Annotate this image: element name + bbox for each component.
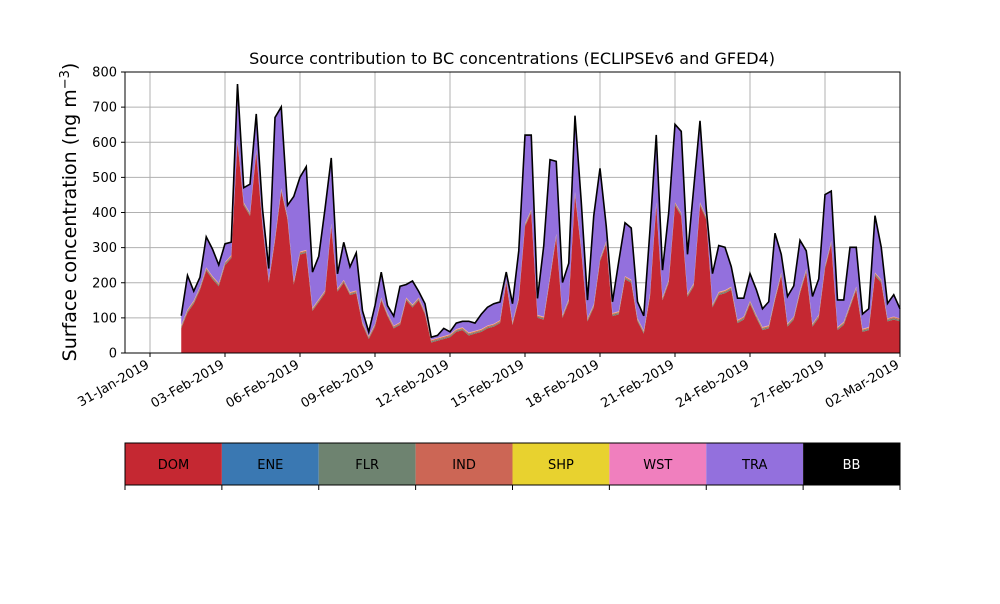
y-tick-label: 800 [92,66,117,81]
x-tick-label: 02-Mar-2019 [823,357,902,411]
y-axis-label-text: Surface concentration (ng m [59,89,81,361]
y-tick-label: 300 [92,241,117,256]
chart-title: Source contribution to BC concentrations… [249,49,775,68]
total-line [180,83,901,339]
legend-label-shp: SHP [548,458,574,473]
x-tick-label: 09-Feb-2019 [298,357,377,411]
x-tick-label: 06-Feb-2019 [223,357,302,411]
y-tick-label: 400 [92,206,117,221]
legend-swatch-dom [125,443,222,485]
x-tick-label: 21-Feb-2019 [598,357,677,411]
y-tick-label: 0 [109,347,117,362]
legend-swatch-bb [803,443,900,485]
area-series-tra [181,84,900,340]
y-tick-label: 100 [92,311,117,326]
y-axis-label-close: ) [59,63,81,70]
x-tick-label: 12-Feb-2019 [373,357,452,411]
legend-swatch-shp [512,443,610,485]
legend-swatch-flr [318,443,416,485]
legend-label-tra: TRA [741,458,767,473]
legend-label-ene: ENE [257,458,283,473]
y-tick-label: 700 [92,101,117,116]
y-tick-label: 200 [92,276,117,291]
legend-swatch-ene [221,443,319,485]
legend-label-ind: IND [452,458,476,473]
x-tick-label: 18-Feb-2019 [523,357,602,411]
x-tick-label: 31-Jan-2019 [75,357,152,410]
legend-swatch-wst [609,443,707,485]
y-axis-label: Surface concentration (ng m−3) [58,63,82,362]
y-axis-label-superscript: −3 [58,70,73,89]
area-series-dom [181,142,900,353]
legend-swatch-ind [415,443,513,485]
x-tick-label: 24-Feb-2019 [673,357,752,411]
legend-label-wst: WST [643,458,672,473]
legend-colorbar: DOM ENE FLR IND SHP WST TRA BB [124,442,901,490]
x-tick-label: 15-Feb-2019 [448,357,527,411]
x-tick-label: 03-Feb-2019 [148,357,227,411]
y-tick-label: 500 [92,171,117,186]
legend-label-flr: FLR [355,458,379,473]
y-tick-label: 600 [92,136,117,151]
legend-label-bb: BB [843,458,861,473]
x-tick-label: 27-Feb-2019 [748,357,827,411]
plot-area: 0 100 200 300 400 500 600 700 800 31-Jan-201903-F… [75,66,902,412]
legend-swatch-tra [706,443,804,485]
legend-label-dom: DOM [158,458,189,473]
